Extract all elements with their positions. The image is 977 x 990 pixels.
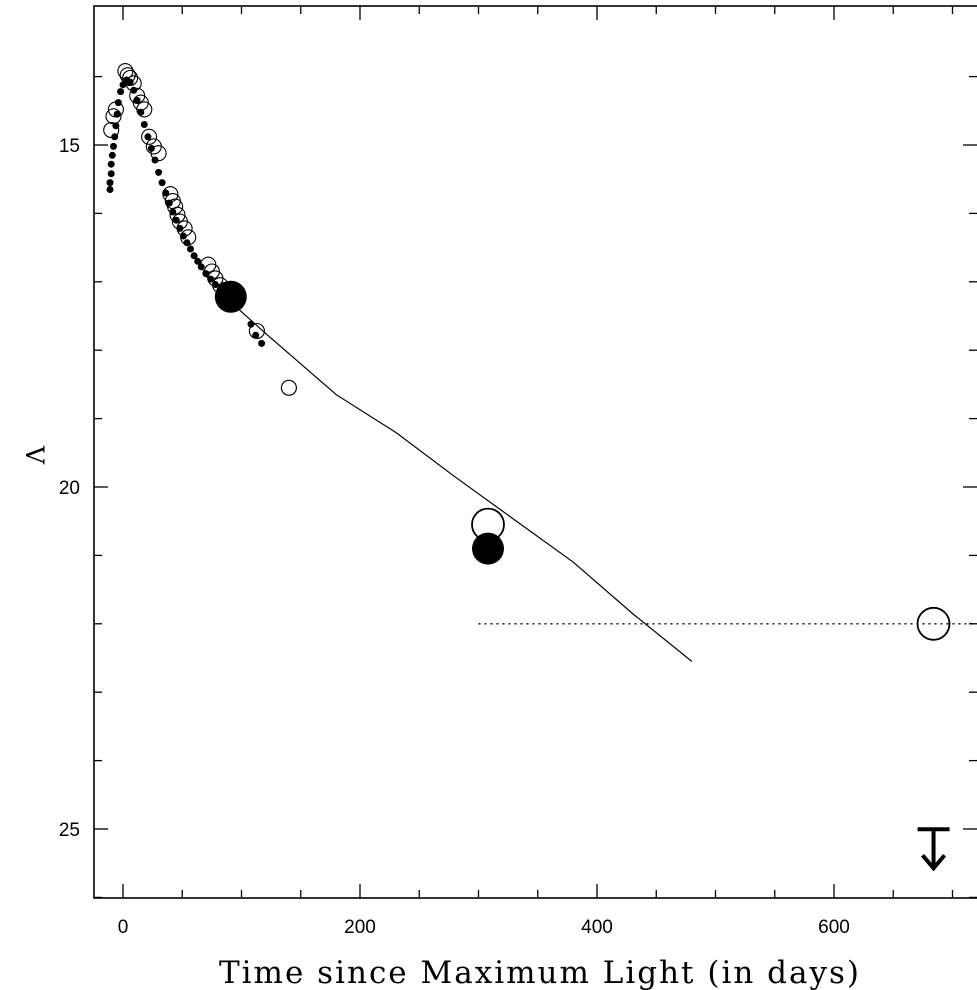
open-small-marker — [136, 101, 153, 118]
open-large-marker — [471, 507, 505, 542]
open-small-marker — [119, 67, 136, 84]
filled-large-marker — [472, 532, 504, 565]
tick-labels: 0 200 400 600 15 20 25 — [59, 136, 850, 938]
plot-frame — [93, 5, 977, 899]
filled-small-marker — [252, 331, 260, 339]
open-small-marker — [162, 186, 179, 203]
open-small-marker — [176, 220, 193, 237]
filled-small-marker — [158, 179, 166, 187]
open-small-marker — [107, 101, 124, 118]
open-small-marker — [167, 198, 184, 215]
model-lines — [235, 305, 977, 662]
filled-small-marker — [147, 144, 155, 152]
filled-small-marker — [258, 339, 266, 347]
open-small-marker — [122, 69, 139, 87]
open-small-marker — [180, 229, 197, 246]
filled-small-marker — [194, 257, 202, 265]
open-small-marker — [150, 145, 167, 162]
annotations — [917, 827, 950, 872]
plot-border — [93, 5, 977, 899]
filled-small-marker — [144, 133, 152, 141]
x-tick-label: 600 — [818, 917, 850, 938]
open-small-marker — [141, 128, 158, 145]
filled-small-marker — [106, 186, 114, 193]
open-small-marker — [169, 206, 186, 223]
open-large-marker — [916, 606, 951, 641]
filled-small-marker — [106, 179, 114, 187]
filled-small-marker — [140, 121, 148, 128]
filled-small-marker — [176, 224, 184, 232]
data-markers — [103, 63, 951, 641]
upper-limit-arrowhead — [921, 853, 947, 872]
filled-large-marker — [214, 280, 247, 313]
x-axis-title: Time since Maximum Light (in days) — [219, 955, 861, 990]
filled-small-marker — [247, 320, 255, 328]
open-small-marker — [248, 322, 265, 340]
x-tick-label: 200 — [344, 917, 376, 938]
axis-ticks — [94, 6, 977, 899]
filled-small-marker — [107, 170, 115, 178]
y-tick-label: 15 — [59, 136, 80, 157]
model-light-curve-line — [235, 305, 693, 662]
filled-small-marker — [117, 88, 125, 96]
open-small-marker — [105, 108, 122, 125]
x-tick-label: 0 — [118, 917, 129, 938]
filled-small-marker — [155, 168, 163, 176]
open-small-marker — [125, 75, 142, 92]
y-tick-label: 25 — [59, 820, 80, 841]
y-axis-title: V — [20, 445, 49, 465]
filled-small-marker — [133, 97, 141, 104]
y-tick-label: 20 — [59, 478, 80, 499]
filled-small-marker — [190, 252, 198, 260]
filled-small-marker — [187, 245, 194, 253]
filled-small-marker — [110, 142, 117, 150]
x-tick-label: 400 — [581, 917, 613, 938]
filled-small-marker — [108, 151, 116, 159]
upper-limit-arrow — [917, 827, 950, 872]
filled-small-marker — [107, 160, 115, 168]
open-small-marker — [103, 121, 120, 139]
open-medium-marker — [280, 379, 297, 396]
